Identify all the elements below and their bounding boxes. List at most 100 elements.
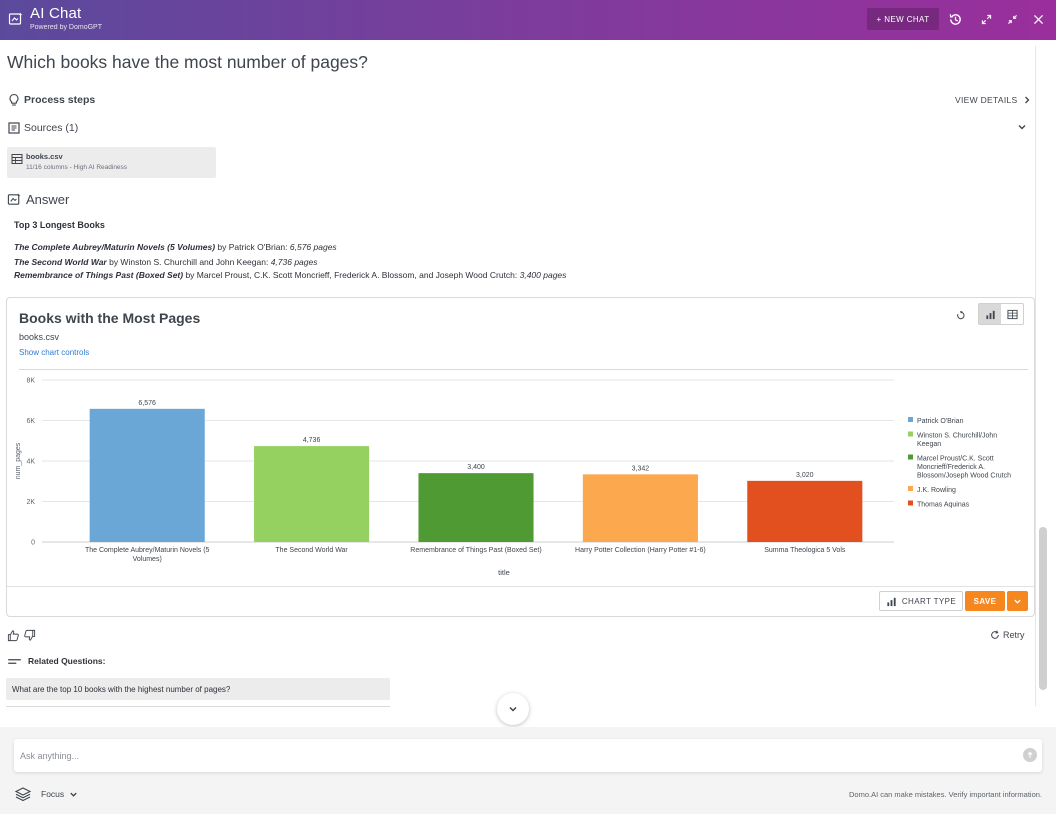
chart-title: Books with the Most Pages: [19, 310, 201, 326]
send-button[interactable]: [1023, 748, 1037, 762]
answer-line: The Second World War by Winston S. Churc…: [14, 257, 317, 267]
retry-button[interactable]: Retry: [990, 630, 1025, 640]
sources-row[interactable]: Sources (1): [7, 121, 78, 135]
table-view-icon[interactable]: [1001, 304, 1023, 324]
x-tick-label: The Second World War: [275, 547, 348, 554]
scroll-track: [1035, 46, 1036, 706]
chart-source: books.csv: [19, 332, 60, 342]
lightbulb-icon: [9, 93, 19, 106]
view-details-button[interactable]: VIEW DETAILS: [955, 95, 1032, 105]
chat-logo-icon: [8, 12, 23, 25]
data-label: 4,736: [303, 437, 321, 444]
y-tick-label: 8K: [26, 378, 35, 385]
source-card[interactable]: books.csv 11/16 columns - High AI Readin…: [7, 147, 216, 178]
ai-answer-icon: [7, 193, 21, 205]
book-pages: 6,576 pages: [289, 242, 337, 252]
data-label: 3,020: [796, 472, 814, 479]
book-pages: 4,736 pages: [270, 257, 318, 267]
reset-icon[interactable]: [952, 307, 968, 323]
new-chat-button[interactable]: + NEW CHAT: [867, 8, 939, 30]
x-tick-label: Harry Potter Collection (Harry Potter #1…: [575, 547, 706, 554]
table-icon: [11, 154, 23, 164]
process-steps-label: Process steps: [24, 94, 96, 106]
legend-item: J.K. Rowling: [917, 487, 956, 494]
x-tick-label: The Complete Aubrey/Maturin Novels (5: [85, 547, 210, 554]
legend-swatch: [908, 431, 913, 437]
bar: [747, 480, 863, 542]
bar: [418, 473, 534, 542]
app-title: AI Chat: [30, 5, 82, 22]
answer-line: The Complete Aubrey/Maturin Novels (5 Vo…: [14, 242, 337, 252]
bar: [254, 446, 370, 542]
related-question[interactable]: What are the top 10 books with the highe…: [6, 678, 390, 700]
document-icon: [8, 122, 20, 134]
close-icon[interactable]: [1029, 10, 1047, 28]
view-toggle: [978, 303, 1024, 325]
source-meta: 11/16 columns - High AI Readiness: [26, 164, 128, 171]
chevron-down-icon[interactable]: [1017, 122, 1027, 132]
x-axis-label: title: [498, 568, 510, 577]
view-details-label: VIEW DETAILS: [955, 95, 1018, 105]
source-name: books.csv: [26, 152, 63, 161]
retry-label: Retry: [1003, 630, 1025, 640]
y-tick-label: 4K: [26, 459, 35, 466]
sources-label: Sources (1): [24, 122, 79, 134]
y-tick-label: 0: [31, 540, 35, 547]
legend-item: Moncrieff/Frederick A.: [917, 464, 985, 471]
focus-button[interactable]: Focus: [14, 786, 78, 802]
chart-footer-divider: [7, 586, 1034, 587]
legend-item: Keegan: [917, 441, 941, 448]
chart-divider: [19, 369, 1028, 370]
expand-icon[interactable]: [977, 10, 995, 28]
legend-item: Thomas Aquinas: [917, 502, 970, 509]
retry-icon: [991, 630, 999, 639]
bar-chart: 0 2K 4K 6K 8K num_pages 6,576 The Complete Aubr…: [15, 378, 1011, 578]
legend-item: Patrick O'Brian: [917, 418, 964, 425]
show-chart-controls-link[interactable]: Show chart controls: [19, 348, 90, 357]
book-author: by Winston S. Churchill and John Keegan:: [106, 257, 271, 267]
layers-icon: [14, 787, 32, 802]
save-button[interactable]: SAVE: [965, 591, 1005, 611]
app-subtitle: Powered by DomoGPT: [30, 24, 102, 31]
process-steps-row[interactable]: Process steps: [7, 93, 95, 107]
chart-type-label: CHART TYPE: [901, 596, 957, 606]
list-icon: [8, 658, 21, 664]
data-label: 6,576: [138, 400, 156, 407]
data-label: 3,400: [467, 464, 485, 471]
y-tick-label: 2K: [26, 499, 35, 506]
user-question: Which books have the most number of page…: [7, 52, 368, 72]
chart-type-button[interactable]: CHART TYPE: [879, 591, 963, 611]
bar-chart-view-icon[interactable]: [979, 304, 1001, 324]
book-title: The Second World War: [14, 257, 107, 267]
chevron-down-icon: [1014, 599, 1021, 604]
book-title: The Complete Aubrey/Maturin Novels (5 Vo…: [14, 242, 216, 252]
answer-line: Remembrance of Things Past (Boxed Set) b…: [14, 270, 566, 280]
answer-label-row: Answer: [7, 192, 69, 207]
answer-heading: Top 3 Longest Books: [14, 220, 105, 230]
save-options-button[interactable]: [1007, 591, 1028, 611]
bar-chart-icon: [887, 597, 896, 606]
chart-card: Books with the Most Pages books.csv Show…: [6, 297, 1035, 617]
focus-label: Focus: [41, 789, 65, 799]
x-tick-label: Volumes): [133, 556, 162, 563]
history-icon[interactable]: [946, 10, 964, 28]
book-author: by Patrick O'Brian:: [215, 242, 290, 252]
thumbs-down-icon[interactable]: [23, 629, 36, 642]
chat-input[interactable]: [20, 747, 1010, 765]
data-label: 3,342: [632, 465, 650, 472]
collapse-icon[interactable]: [1003, 10, 1021, 28]
chat-input-box: [14, 739, 1042, 772]
legend-swatch: [908, 486, 913, 491]
book-pages: 3,400 pages: [519, 270, 567, 280]
x-tick-label: Remembrance of Things Past (Boxed Set): [410, 547, 541, 554]
x-tick-label: Summa Theologica 5 Vols: [764, 547, 846, 554]
scroll-to-bottom-button[interactable]: [497, 693, 529, 725]
related-questions-label: Related Questions:: [28, 656, 106, 666]
app-header: AI Chat Powered by DomoGPT + NEW CHAT: [0, 0, 1056, 40]
legend-swatch: [908, 454, 913, 460]
legend-item: Blossom/Joseph Wood Crutch: [917, 473, 1011, 480]
thumbs-up-icon[interactable]: [7, 629, 20, 642]
bar: [582, 474, 698, 542]
disclaimer-text: Domo.AI can make mistakes. Verify import…: [849, 790, 1042, 799]
scrollbar-thumb[interactable]: [1039, 527, 1047, 690]
